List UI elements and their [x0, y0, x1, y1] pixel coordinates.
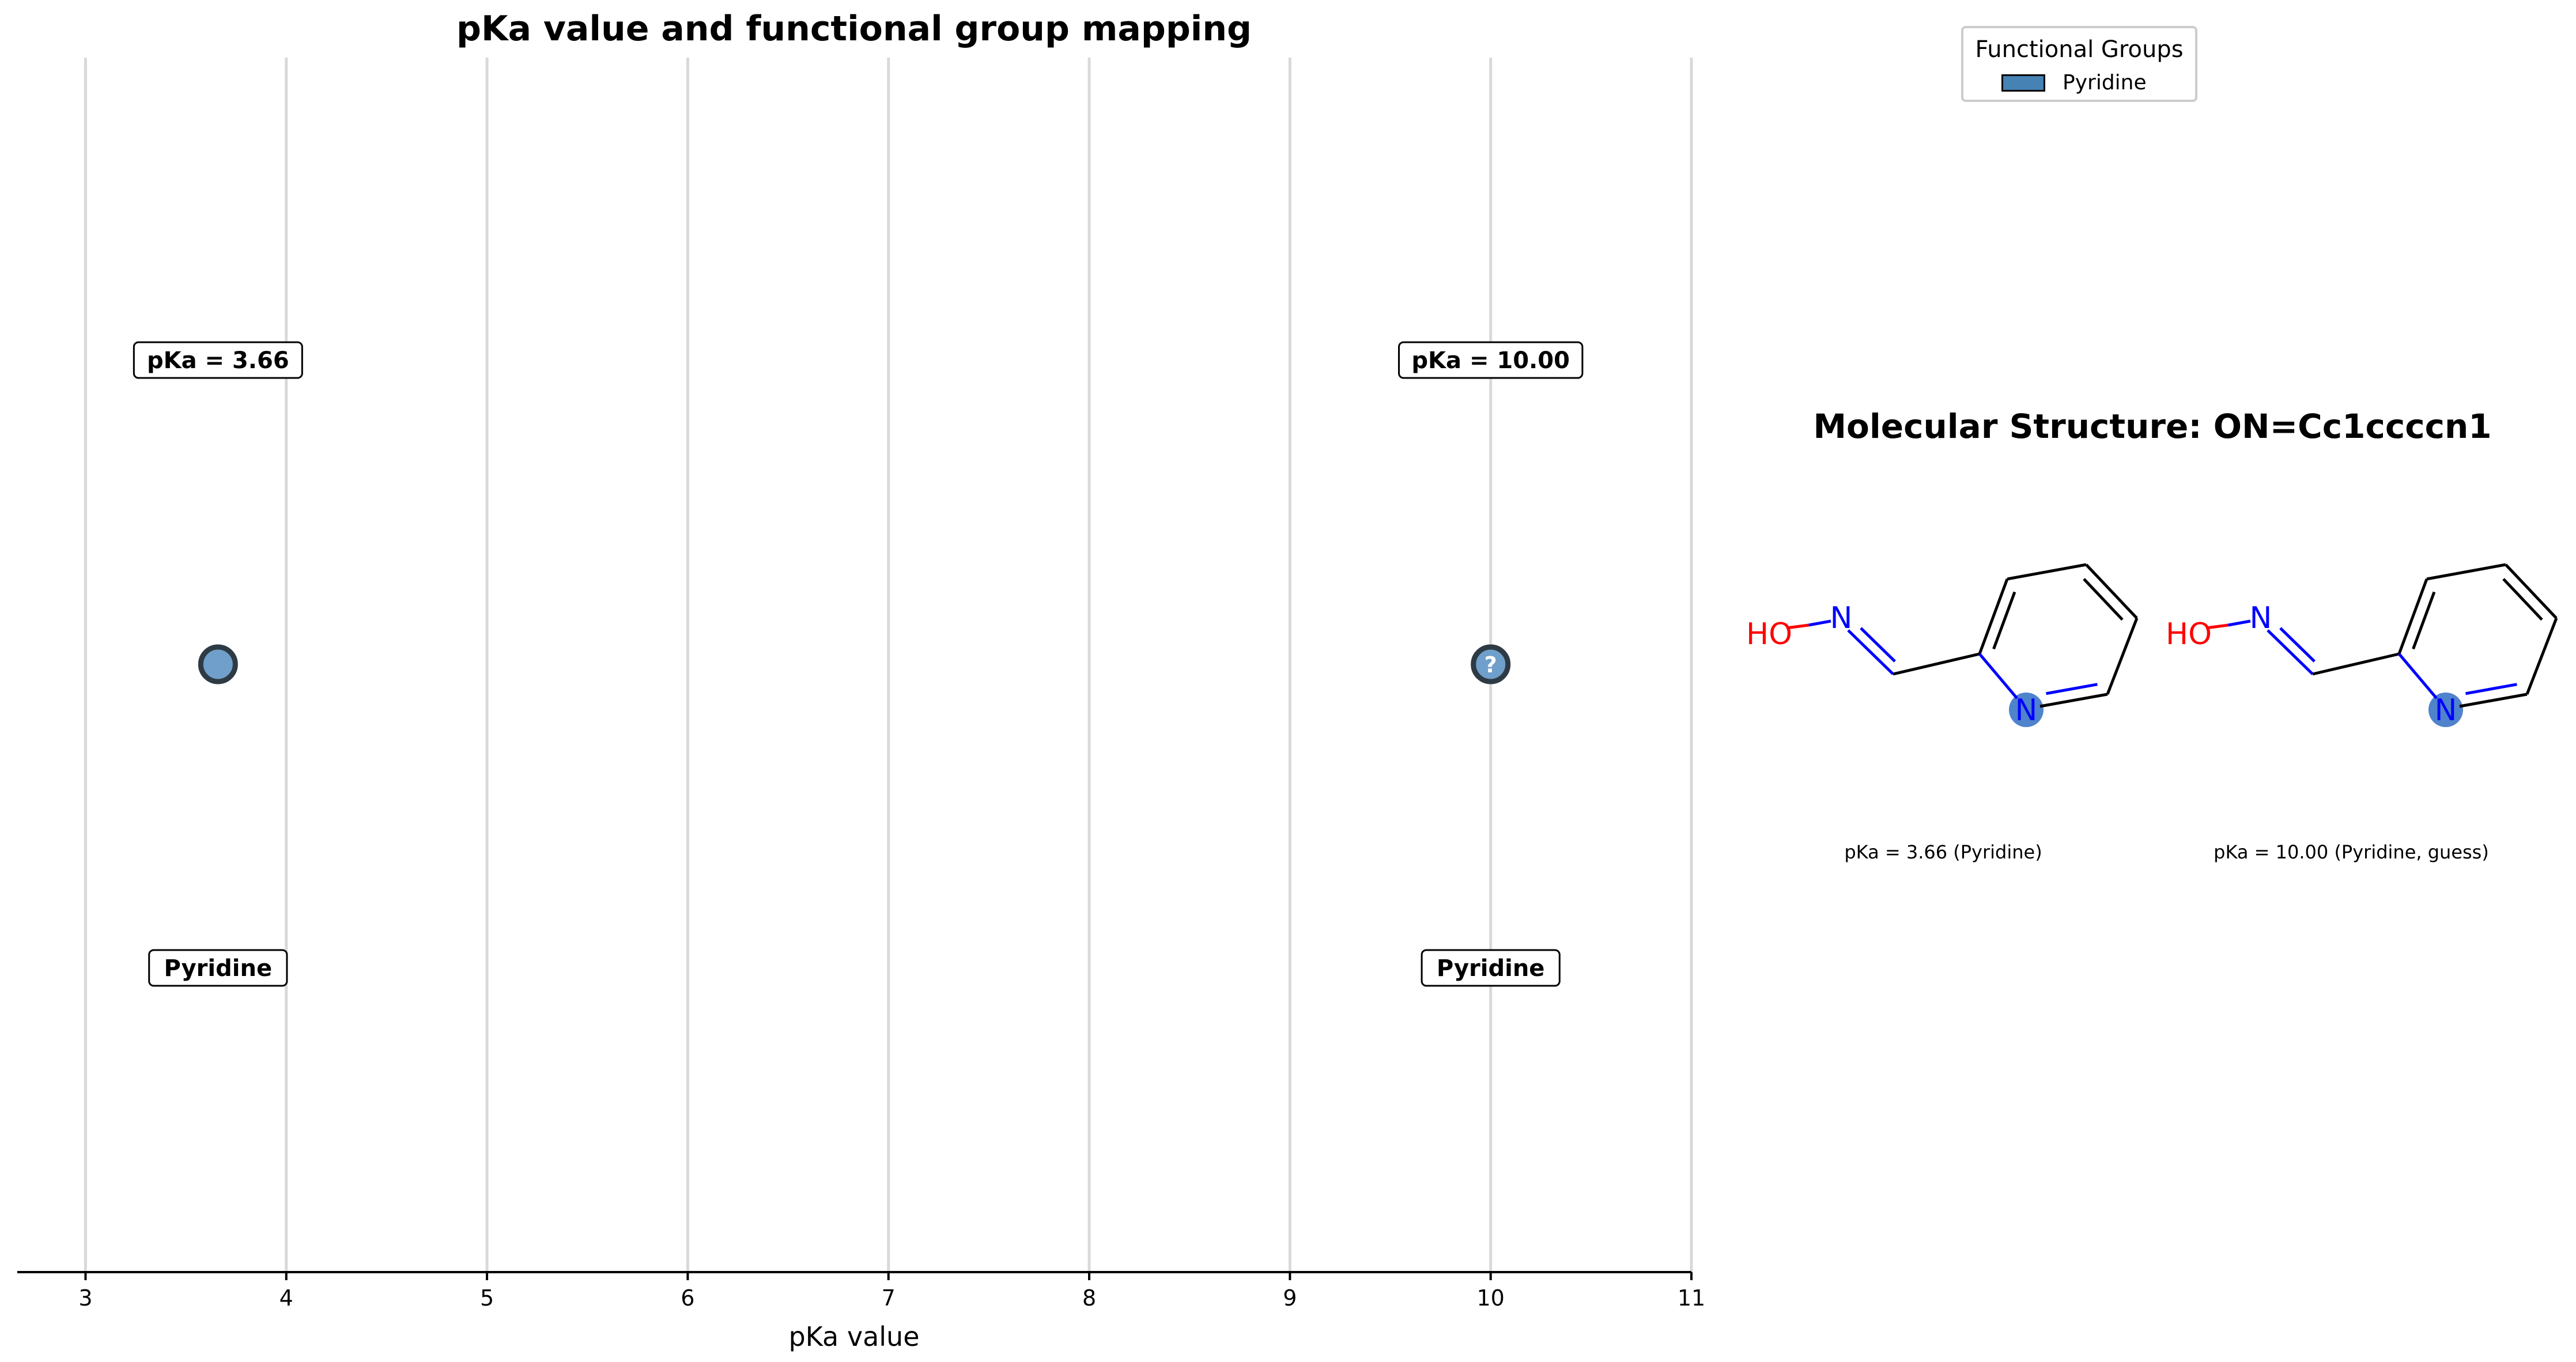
x-tick-label: 8: [1082, 1285, 1096, 1311]
nitrogen-highlight: [2009, 693, 2044, 727]
legend-label: Pyridine: [2063, 71, 2147, 94]
bond: [2505, 563, 2558, 619]
data-point: [1471, 644, 1511, 684]
bond: [1978, 578, 2009, 654]
molecule-drawing: HO N N: [2166, 563, 2558, 728]
x-tick-label: 6: [681, 1285, 694, 1311]
hydroxyl-label: HO: [1746, 617, 1792, 652]
data-point: [198, 644, 238, 684]
n-c-double-bond: [1847, 629, 1894, 675]
o-n-bond: [2228, 619, 2251, 627]
o-n-bond: [1808, 619, 1831, 627]
ring-inner-bond: [2083, 578, 2124, 621]
x-tick-label: 9: [1283, 1285, 1297, 1311]
gridlines: [84, 58, 1693, 1272]
oxime-nitrogen-label: N: [2250, 601, 2272, 635]
pka-value-label-group: pKa = 10.00: [1397, 341, 1584, 379]
molecular-structure-panel: Molecular Structure: ON=Cc1ccccn1 HO N N H…: [1746, 407, 2558, 863]
pka-chart: pKa value and functional group mapping p…: [17, 9, 1705, 1352]
ring-nitrogen-label: N: [2015, 693, 2038, 728]
ring-inner-bond: [2502, 578, 2543, 621]
ring-inner-bond: [2046, 683, 2098, 695]
n-c-double-bond: [2267, 629, 2314, 675]
x-tick-label: 3: [78, 1285, 92, 1311]
pka-value-label-group: pKa = 3.66: [133, 341, 303, 379]
molecule-drawing: HO N N: [1746, 563, 2139, 728]
bond: [2525, 618, 2558, 695]
pka-value-label: pKa = 10.00: [1411, 347, 1570, 374]
pka-value-label-box: [1397, 341, 1584, 379]
functional-group-label-box: [1421, 949, 1561, 987]
bond: [2397, 578, 2428, 654]
x-tick-label: 7: [882, 1285, 896, 1311]
x-tick-label: 5: [480, 1285, 494, 1311]
bond: [2312, 652, 2400, 676]
o-n-bond: [2205, 623, 2228, 630]
guess-marker: ?: [1485, 652, 1497, 678]
ring-inner-bond: [1992, 591, 2016, 650]
n-c-double-bond: [1860, 627, 1896, 663]
n-c-double-bond: [2279, 627, 2316, 663]
legend-swatch: [2001, 74, 2045, 92]
bond: [2039, 693, 2108, 708]
x-axis-label: pKa value: [788, 1321, 919, 1352]
molecule-caption: pKa = 3.66 (Pyridine): [1844, 841, 2042, 863]
functional-group-label-box: [148, 949, 288, 987]
points-layer: pKa = 3.66 Pyridine? pKa = 10.00 Pyridine: [133, 341, 1584, 987]
functional-group-label-group: Pyridine: [148, 949, 288, 987]
nitrogen-highlight: [2428, 693, 2463, 727]
functional-group-label-group: Pyridine: [1421, 949, 1561, 987]
bond: [2085, 563, 2138, 619]
functional-group-label: Pyridine: [1437, 955, 1545, 982]
bond: [1893, 652, 1980, 676]
molecule-caption: pKa = 10.00 (Pyridine, guess): [2214, 841, 2489, 863]
legend: Functional Groups Pyridine: [1961, 26, 2197, 102]
pka-value-label: pKa = 3.66: [147, 347, 289, 374]
functional-group-label: Pyridine: [164, 955, 273, 982]
hydroxyl-label: HO: [2166, 617, 2212, 652]
x-axis-ticks: 3 4 5 6 7 8 9 10 11: [78, 1272, 1705, 1311]
bond: [2426, 563, 2506, 581]
ring-bond: [2398, 653, 2438, 699]
ring-inner-bond: [2465, 683, 2517, 695]
x-tick-label: 10: [1476, 1285, 1504, 1311]
oxime-nitrogen-label: N: [1830, 601, 1853, 635]
bond: [2007, 563, 2087, 581]
ring-nitrogen-label: N: [2435, 693, 2457, 728]
o-n-bond: [1786, 623, 1809, 630]
ring-bond: [1978, 653, 2018, 699]
structure-title: Molecular Structure: ON=Cc1ccccn1: [1813, 407, 2491, 446]
pka-value-label-box: [133, 341, 303, 379]
x-tick-label: 4: [279, 1285, 293, 1311]
bond: [2106, 618, 2139, 695]
legend-title: Functional Groups: [1975, 36, 2184, 63]
chart-title: pKa value and functional group mapping: [456, 9, 1252, 49]
ring-inner-bond: [2412, 591, 2436, 650]
bond: [2459, 693, 2528, 708]
x-tick-label: 11: [1678, 1285, 1705, 1311]
